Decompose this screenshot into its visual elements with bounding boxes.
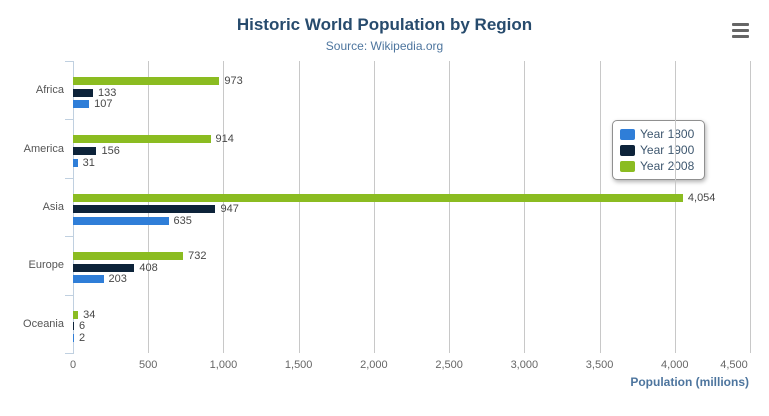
legend-label: Year 1900 bbox=[640, 143, 695, 157]
category-label: America bbox=[23, 142, 64, 155]
data-label: 408 bbox=[139, 261, 158, 274]
data-label: 203 bbox=[108, 273, 127, 286]
legend-swatch-icon bbox=[620, 128, 635, 140]
y-axis-tick bbox=[65, 119, 73, 121]
bar-year-1900-oceania[interactable] bbox=[73, 322, 74, 331]
bar-year-2008-africa[interactable] bbox=[73, 77, 220, 85]
chart-subtitle: Source: Wikipedia.org bbox=[325, 39, 444, 53]
data-label: 2 bbox=[79, 331, 86, 344]
x-axis-tick-label: 3,000 bbox=[510, 359, 539, 371]
bar-year-1800-europe[interactable] bbox=[73, 275, 104, 284]
bar-year-1900-europe[interactable] bbox=[73, 263, 135, 272]
bar-year-1800-africa[interactable] bbox=[73, 100, 90, 109]
y-axis-tick bbox=[65, 294, 73, 296]
bar-year-1800-oceania[interactable] bbox=[73, 333, 74, 342]
category-label: Asia bbox=[42, 201, 64, 213]
gridline bbox=[524, 61, 526, 353]
data-label: 133 bbox=[98, 86, 117, 99]
x-axis-tick-label: 1,500 bbox=[284, 359, 313, 371]
category-label: Europe bbox=[28, 259, 64, 272]
gridline bbox=[373, 61, 375, 353]
legend-label: Year 1800 bbox=[640, 127, 695, 141]
export-menu-button[interactable] bbox=[732, 23, 749, 38]
x-axis-tick-label: 3,500 bbox=[585, 359, 614, 371]
data-label: 107 bbox=[94, 98, 113, 111]
legend-item-year-1900[interactable]: Year 1900 bbox=[620, 142, 694, 158]
x-axis-tick-label: 4,000 bbox=[661, 359, 689, 371]
gridline bbox=[223, 61, 225, 353]
x-axis-tick-label: 0 bbox=[69, 359, 77, 371]
data-label: 6 bbox=[79, 320, 86, 333]
bar-year-1900-asia[interactable] bbox=[73, 205, 216, 214]
data-label: 156 bbox=[101, 145, 120, 157]
y-axis-tick bbox=[65, 61, 73, 62]
legend-label: Year 2008 bbox=[640, 159, 695, 173]
legend-swatch-icon bbox=[620, 160, 635, 172]
legend-item-year-1800[interactable]: Year 1800 bbox=[620, 126, 694, 142]
legend: Year 1800 Year 1900 Year 2008 bbox=[612, 120, 706, 180]
chart-title: Historic World Population by Region bbox=[236, 15, 533, 34]
gridline bbox=[449, 61, 451, 353]
y-axis-tick bbox=[65, 353, 73, 354]
legend-item-year-2008[interactable]: Year 2008 bbox=[620, 158, 694, 174]
x-axis-tick-label: 2,000 bbox=[360, 359, 388, 371]
gridline bbox=[750, 61, 751, 353]
bar-year-1800-asia[interactable] bbox=[73, 217, 169, 225]
y-axis-tick bbox=[65, 177, 73, 179]
category-label: Oceania bbox=[23, 317, 64, 330]
bar-year-1900-america[interactable] bbox=[73, 147, 97, 155]
x-axis-tick-label: 500 bbox=[139, 359, 158, 371]
category-label: Africa bbox=[35, 84, 64, 97]
bar-year-1800-america[interactable] bbox=[73, 158, 78, 167]
bar-year-2008-asia[interactable] bbox=[73, 193, 683, 202]
bar-year-1900-africa[interactable] bbox=[73, 88, 93, 97]
data-label: 973 bbox=[224, 75, 243, 87]
bar-year-2008-oceania[interactable] bbox=[73, 310, 79, 319]
x-axis-tick-label: 4,500 bbox=[720, 359, 748, 371]
x-axis-title: Population (millions) bbox=[630, 375, 749, 389]
legend-swatch-icon bbox=[620, 144, 635, 156]
data-label: 947 bbox=[220, 203, 239, 216]
data-label: 34 bbox=[83, 308, 96, 321]
gridline bbox=[674, 61, 676, 353]
data-label: 31 bbox=[82, 156, 95, 169]
data-label: 635 bbox=[173, 215, 192, 227]
data-label: 732 bbox=[188, 250, 207, 263]
gridline bbox=[298, 61, 300, 353]
gridline bbox=[599, 61, 601, 353]
data-label: 914 bbox=[215, 133, 234, 146]
x-axis-tick-label: 1,000 bbox=[209, 359, 238, 371]
data-label: 4,054 bbox=[687, 191, 716, 204]
y-axis-tick bbox=[65, 236, 73, 238]
hamburger-icon bbox=[732, 23, 749, 38]
bar-year-2008-america[interactable] bbox=[73, 135, 211, 144]
x-axis-tick-label: 2,500 bbox=[435, 359, 463, 371]
bar-year-2008-europe[interactable] bbox=[73, 252, 184, 261]
